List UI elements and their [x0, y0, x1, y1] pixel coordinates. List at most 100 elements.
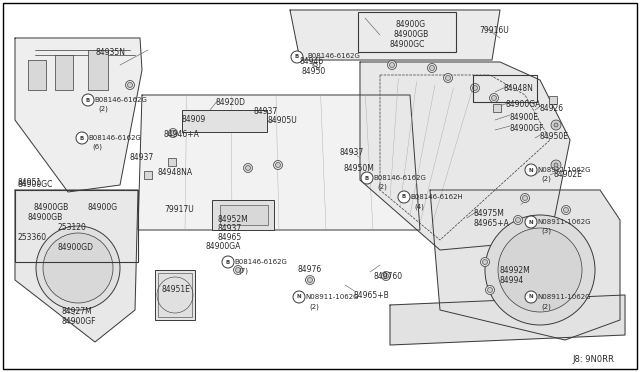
Circle shape [485, 215, 595, 325]
Polygon shape [390, 295, 625, 345]
Circle shape [76, 132, 88, 144]
Circle shape [234, 266, 243, 275]
Circle shape [472, 86, 477, 90]
Text: (2): (2) [377, 184, 387, 190]
Circle shape [236, 267, 241, 273]
Bar [155, 270, 195, 320]
Text: 84946+A: 84946+A [163, 130, 199, 139]
Text: 84950E: 84950E [539, 132, 568, 141]
Text: 84900GA: 84900GA [506, 100, 541, 109]
Text: B: B [402, 195, 406, 199]
Text: 84948N: 84948N [503, 84, 533, 93]
Text: B08146-6162G: B08146-6162G [234, 259, 287, 265]
Circle shape [470, 83, 479, 93]
Text: 84975M: 84975M [474, 209, 505, 218]
Circle shape [305, 276, 314, 285]
Text: J8: 9N0RR: J8: 9N0RR [572, 355, 614, 364]
Bar [55, 55, 73, 90]
Text: 84950: 84950 [302, 67, 326, 76]
Circle shape [525, 216, 537, 228]
Bar [549, 96, 557, 104]
Circle shape [428, 64, 436, 73]
Circle shape [168, 128, 177, 138]
Circle shape [387, 61, 397, 70]
Bar [28, 60, 46, 90]
Text: 84951E: 84951E [162, 285, 191, 294]
Text: (4): (4) [414, 203, 424, 209]
Circle shape [486, 285, 495, 295]
Bar [182, 110, 267, 132]
Circle shape [554, 123, 558, 127]
Text: B08146-6162G: B08146-6162G [94, 97, 147, 103]
Polygon shape [15, 190, 138, 342]
Text: 84900GD: 84900GD [58, 243, 94, 252]
Text: 84946: 84946 [299, 57, 323, 66]
Text: N: N [297, 295, 301, 299]
Text: B: B [80, 135, 84, 141]
Text: 253120: 253120 [58, 223, 87, 232]
Text: 84920D: 84920D [216, 98, 246, 107]
Text: 84900G: 84900G [396, 20, 426, 29]
Bar [220, 205, 268, 225]
Text: B: B [86, 97, 90, 103]
Text: (3): (3) [541, 228, 551, 234]
Bar [358, 12, 456, 52]
Text: 84937: 84937 [218, 224, 243, 233]
Text: 84965+A: 84965+A [474, 219, 510, 228]
Circle shape [243, 164, 253, 173]
Circle shape [307, 278, 312, 282]
Text: (7): (7) [238, 268, 248, 275]
Text: N: N [529, 219, 533, 224]
Circle shape [563, 208, 568, 212]
Circle shape [398, 191, 410, 203]
Circle shape [275, 163, 280, 167]
Circle shape [273, 160, 282, 170]
Text: 84909: 84909 [181, 115, 205, 124]
Bar [493, 104, 501, 112]
Circle shape [492, 96, 497, 100]
Circle shape [36, 226, 120, 310]
Circle shape [82, 94, 94, 106]
Circle shape [390, 62, 394, 67]
Text: B08146-6162H: B08146-6162H [410, 194, 463, 200]
Text: 84952M: 84952M [218, 215, 249, 224]
Polygon shape [138, 95, 420, 230]
Circle shape [525, 164, 537, 176]
Text: N08911-1062G: N08911-1062G [305, 294, 358, 300]
Circle shape [125, 80, 134, 90]
Circle shape [525, 291, 537, 303]
Text: 84900G: 84900G [88, 203, 118, 212]
Text: 84900GB: 84900GB [33, 203, 68, 212]
Text: 253360: 253360 [18, 233, 47, 242]
Circle shape [498, 228, 582, 312]
Text: 84951: 84951 [18, 178, 42, 187]
Text: 849760: 849760 [373, 272, 402, 281]
Text: (5): (5) [311, 62, 321, 68]
Text: 84948NA: 84948NA [158, 168, 193, 177]
Text: B08146-6162G: B08146-6162G [307, 53, 360, 59]
Circle shape [445, 76, 451, 80]
Circle shape [513, 215, 522, 224]
Circle shape [490, 93, 499, 103]
Text: 84905U: 84905U [267, 116, 297, 125]
Circle shape [481, 257, 490, 266]
Bar [158, 273, 192, 317]
Text: 84900GF: 84900GF [62, 317, 97, 326]
Text: (2): (2) [98, 106, 108, 112]
Bar [212, 200, 274, 230]
Circle shape [429, 65, 435, 71]
Text: N: N [529, 167, 533, 173]
Text: (2): (2) [309, 303, 319, 310]
Circle shape [444, 74, 452, 83]
Text: N: N [529, 295, 533, 299]
Circle shape [488, 288, 493, 292]
Text: 84900GB: 84900GB [393, 30, 428, 39]
Text: N08911-1062G: N08911-1062G [537, 294, 591, 300]
Text: 84900GC: 84900GC [390, 40, 426, 49]
Circle shape [43, 233, 113, 303]
Circle shape [561, 205, 570, 215]
Polygon shape [15, 38, 142, 192]
Text: 84900E: 84900E [509, 113, 538, 122]
Polygon shape [430, 190, 620, 340]
Text: 79916U: 79916U [479, 26, 509, 35]
